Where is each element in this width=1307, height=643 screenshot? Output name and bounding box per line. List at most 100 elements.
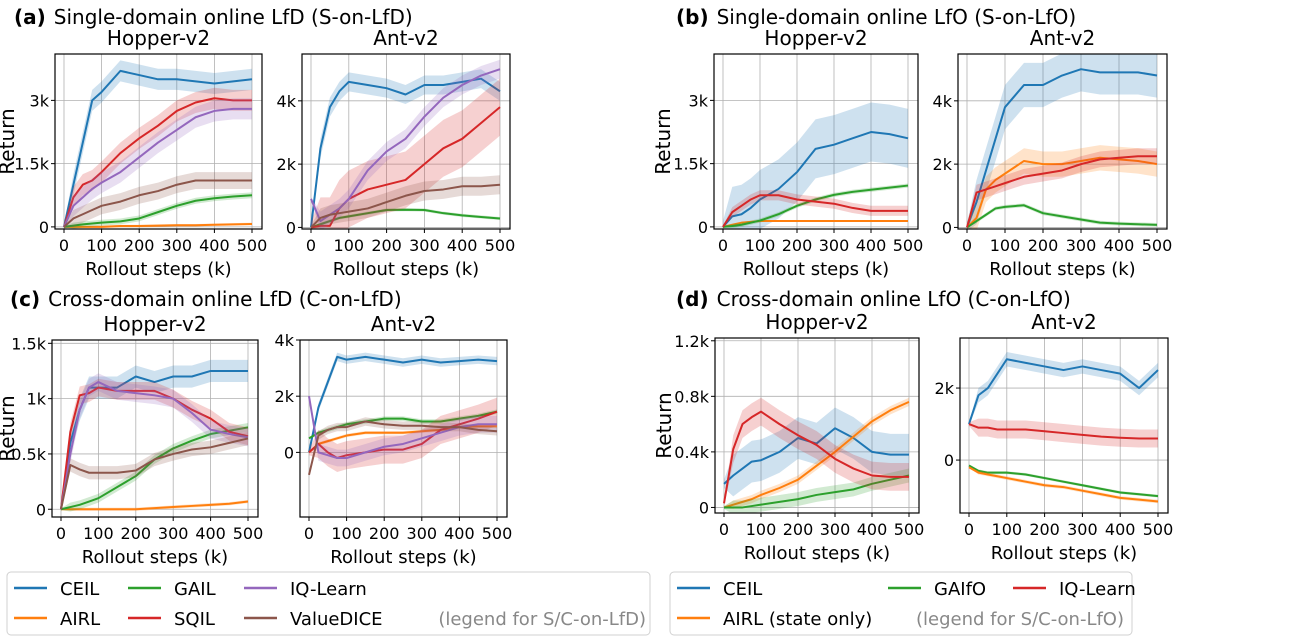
panel-title: Hopper-v2 <box>107 26 210 50</box>
series-group <box>966 54 1158 229</box>
x-tick-label: 400 <box>447 236 478 255</box>
group-title: (c) Cross-domain online LfD (C-on-LfD) <box>10 287 402 311</box>
line-gail <box>63 194 253 228</box>
band-iq-learn <box>64 98 252 229</box>
y-tick-label: 0 <box>284 443 294 462</box>
y-tick-label: 0 <box>698 218 708 237</box>
band-iq-learn <box>61 373 248 512</box>
series-group <box>723 397 910 513</box>
panel-6: 0 100 200 300 400 500 0 2k 4k Ant-v2 Rollout steps… <box>275 312 513 568</box>
legend-item: GAIfO <box>888 579 986 600</box>
line-valuedice <box>308 420 498 476</box>
line-ceil <box>310 77 501 228</box>
legend-label: IQ-Learn <box>1059 579 1136 600</box>
line-airl-state-only- <box>723 400 910 509</box>
y-tick-label: 3k <box>30 91 50 110</box>
line-iq-learn <box>63 107 252 228</box>
x-tick-label: 400 <box>195 524 226 543</box>
group-title-text: Cross-domain online LfO (C-on-LfO) <box>717 287 1071 311</box>
line-iq-learn <box>966 155 1157 228</box>
line-airl-state-only- <box>968 466 1159 503</box>
y-tick-label: 2k <box>935 379 955 398</box>
x-tick-label: 500 <box>1143 520 1174 539</box>
line-sqil <box>308 410 498 459</box>
x-axis-label: Rollout steps (k) <box>744 543 890 564</box>
axes-frame <box>713 53 919 230</box>
panel-title: Ant-v2 <box>371 312 436 336</box>
line-sqil <box>60 386 249 510</box>
group-tag: (d) <box>676 287 709 311</box>
band-iq-learn <box>724 397 909 507</box>
line-iq-learn <box>60 381 249 510</box>
legend-lfd: CEIL AIRL GAIL SQIL IQ-Learn ValueDICE (legend… <box>6 571 651 636</box>
band-valuedice <box>64 172 252 229</box>
panel-title: Hopper-v2 <box>103 312 206 336</box>
legend-item: GAIL <box>128 579 216 600</box>
y-tick-label: 0.8k <box>674 387 709 406</box>
axes-frame <box>714 337 920 514</box>
x-tick-label: 200 <box>124 236 155 255</box>
x-tick-label: 500 <box>485 236 516 255</box>
x-tick-label: 0 <box>964 520 974 539</box>
legend-item: SQIL <box>128 609 215 630</box>
y-tick-label: 0 <box>39 218 49 237</box>
y-tick-label: 1.5k <box>11 334 46 353</box>
legend-item: AIRL (state only) <box>677 609 872 630</box>
line-ceil <box>63 69 253 228</box>
legend-note: (legend for S/C-on-LfD) <box>438 609 646 630</box>
x-tick-label: 500 <box>894 520 925 539</box>
x-tick-label: 400 <box>199 236 230 255</box>
line-ceil <box>966 68 1158 228</box>
x-axis-label: Rollout steps (k) <box>989 259 1135 280</box>
group-title: (d) Cross-domain online LfO (C-on-LfO) <box>676 287 1071 311</box>
panel-7: 0 100 200 300 400 500 0 0.4k 0.8k 1.2k Hopper-v2 Ro… <box>652 310 924 564</box>
x-tick-label: 100 <box>83 524 114 543</box>
legend-label: CEIL <box>723 579 762 600</box>
panel-title: Hopper-v2 <box>765 310 868 334</box>
line-iq-learn <box>723 410 909 504</box>
x-tick-label: 200 <box>783 520 814 539</box>
axes-frame <box>301 53 511 230</box>
y-axis-label: Return <box>651 108 675 174</box>
legend-label: ValueDICE <box>290 609 383 630</box>
band-gail <box>64 192 252 229</box>
line-gaifo <box>966 204 1158 229</box>
x-axis-label: Rollout steps (k) <box>743 259 889 280</box>
x-tick-label: 0 <box>56 524 66 543</box>
y-tick-label: 1k <box>27 390 47 409</box>
y-tick-label: 1.5k <box>14 155 49 174</box>
line-gail <box>60 426 249 511</box>
series-group <box>310 59 501 229</box>
legend-lfo: CEIL AIRL (state only) GAIfO IQ-Learn (legen… <box>669 571 1136 636</box>
x-tick-label: 0 <box>304 524 314 543</box>
band-ceil <box>309 352 497 454</box>
line-gaifo <box>722 184 909 228</box>
x-tick-label: 300 <box>158 524 189 543</box>
x-tick-label: 300 <box>162 236 193 255</box>
panel-title: Ant-v2 <box>373 26 438 50</box>
band-iq-learn <box>311 59 500 229</box>
x-tick-label: 0 <box>59 236 69 255</box>
band-ceil <box>969 352 1158 426</box>
x-tick-label: 200 <box>371 236 402 255</box>
y-tick-label: 0 <box>699 498 709 517</box>
y-tick-label: 4k <box>275 331 295 350</box>
x-tick-label: 500 <box>233 524 264 543</box>
band-sqil <box>61 378 248 512</box>
line-ceil <box>308 355 498 453</box>
band-sqil <box>311 78 500 229</box>
band-airl <box>61 499 248 511</box>
line-ceil <box>723 427 909 485</box>
line-sqil <box>63 97 252 228</box>
x-axis-label: Rollout steps (k) <box>330 547 476 568</box>
line-sqil <box>310 106 501 229</box>
line-ceil <box>968 358 1159 425</box>
y-tick-label: 3k <box>689 91 709 110</box>
legend-item: AIRL <box>14 609 100 630</box>
y-tick-label: 1.2k <box>674 332 709 351</box>
panel-title: Ant-v2 <box>1030 26 1095 50</box>
panel-5: 0 100 200 300 400 500 0 0.5k 1k 1.5k Hopper-v2 Roll… <box>0 312 263 568</box>
line-airl-state-only- <box>722 219 908 228</box>
band-ceil <box>61 359 248 512</box>
axes-frame <box>957 53 1168 230</box>
